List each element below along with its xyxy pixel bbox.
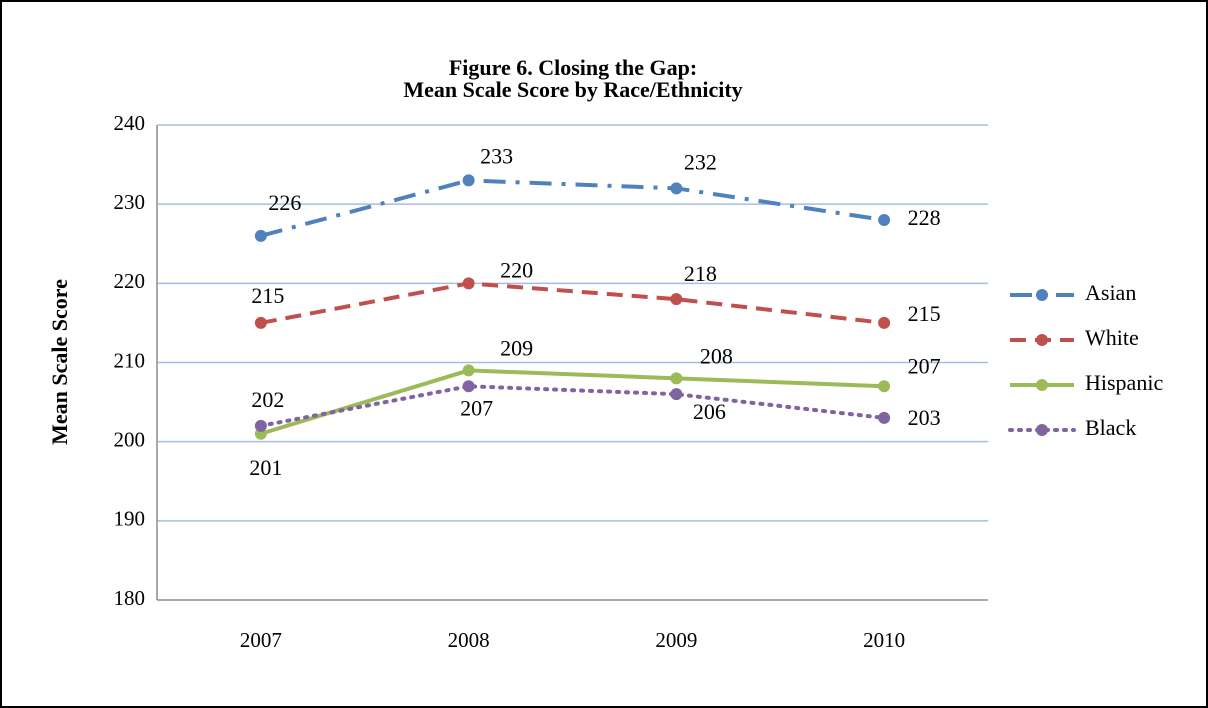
y-tick-label: 200 (114, 427, 146, 451)
y-tick-label: 210 (114, 348, 146, 372)
data-label: 220 (500, 257, 533, 282)
legend-label: White (1085, 325, 1139, 350)
point (670, 182, 683, 195)
legend-marker (1036, 379, 1048, 391)
point (878, 411, 891, 424)
point (462, 174, 475, 187)
y-tick-label: 180 (114, 586, 146, 610)
y-tick-label: 230 (114, 190, 146, 214)
data-label: 203 (908, 405, 941, 430)
point (254, 229, 267, 242)
data-label: 207 (460, 395, 493, 420)
y-tick-label: 220 (114, 269, 146, 293)
series-line (260, 368, 885, 436)
legend-label: Black (1085, 415, 1136, 440)
series-line (258, 384, 887, 428)
x-tick-label: 2008 (448, 628, 490, 652)
series-line (260, 178, 885, 238)
data-label: 206 (693, 399, 726, 424)
x-tick-label: 2009 (655, 628, 697, 652)
point (670, 388, 683, 401)
point (878, 380, 891, 393)
data-label: 215 (251, 283, 284, 308)
data-label: 226 (268, 190, 301, 215)
data-label: 202 (251, 387, 284, 412)
point (254, 316, 267, 329)
point (462, 277, 475, 290)
data-label: 228 (908, 205, 941, 230)
data-label: 232 (684, 149, 717, 174)
legend-label: Hispanic (1085, 370, 1163, 395)
legend-marker (1036, 424, 1048, 436)
data-label: 233 (480, 143, 513, 168)
chart-title: Figure 6. Closing the Gap: (449, 55, 697, 80)
legend-marker (1036, 289, 1048, 301)
data-label: 208 (700, 343, 733, 368)
point (878, 214, 891, 226)
point (670, 372, 683, 385)
y-tick-label: 240 (114, 111, 146, 135)
legend-marker (1036, 334, 1048, 346)
data-label: 215 (908, 301, 941, 326)
point (462, 364, 475, 377)
data-label: 201 (249, 455, 282, 480)
point (878, 316, 891, 329)
point (254, 419, 267, 432)
data-label: 207 (908, 353, 941, 378)
data-label: 209 (500, 335, 533, 360)
x-tick-label: 2007 (240, 628, 282, 652)
point (670, 293, 683, 306)
x-tick-label: 2010 (863, 628, 905, 652)
legend-label: Asian (1085, 280, 1136, 305)
y-tick-label: 190 (114, 507, 146, 531)
data-label: 218 (684, 261, 717, 286)
y-axis-label: Mean Scale Score (47, 279, 72, 445)
chart-title: Mean Scale Score by Race/Ethnicity (403, 77, 742, 102)
point (462, 380, 475, 393)
series-line (260, 281, 885, 325)
